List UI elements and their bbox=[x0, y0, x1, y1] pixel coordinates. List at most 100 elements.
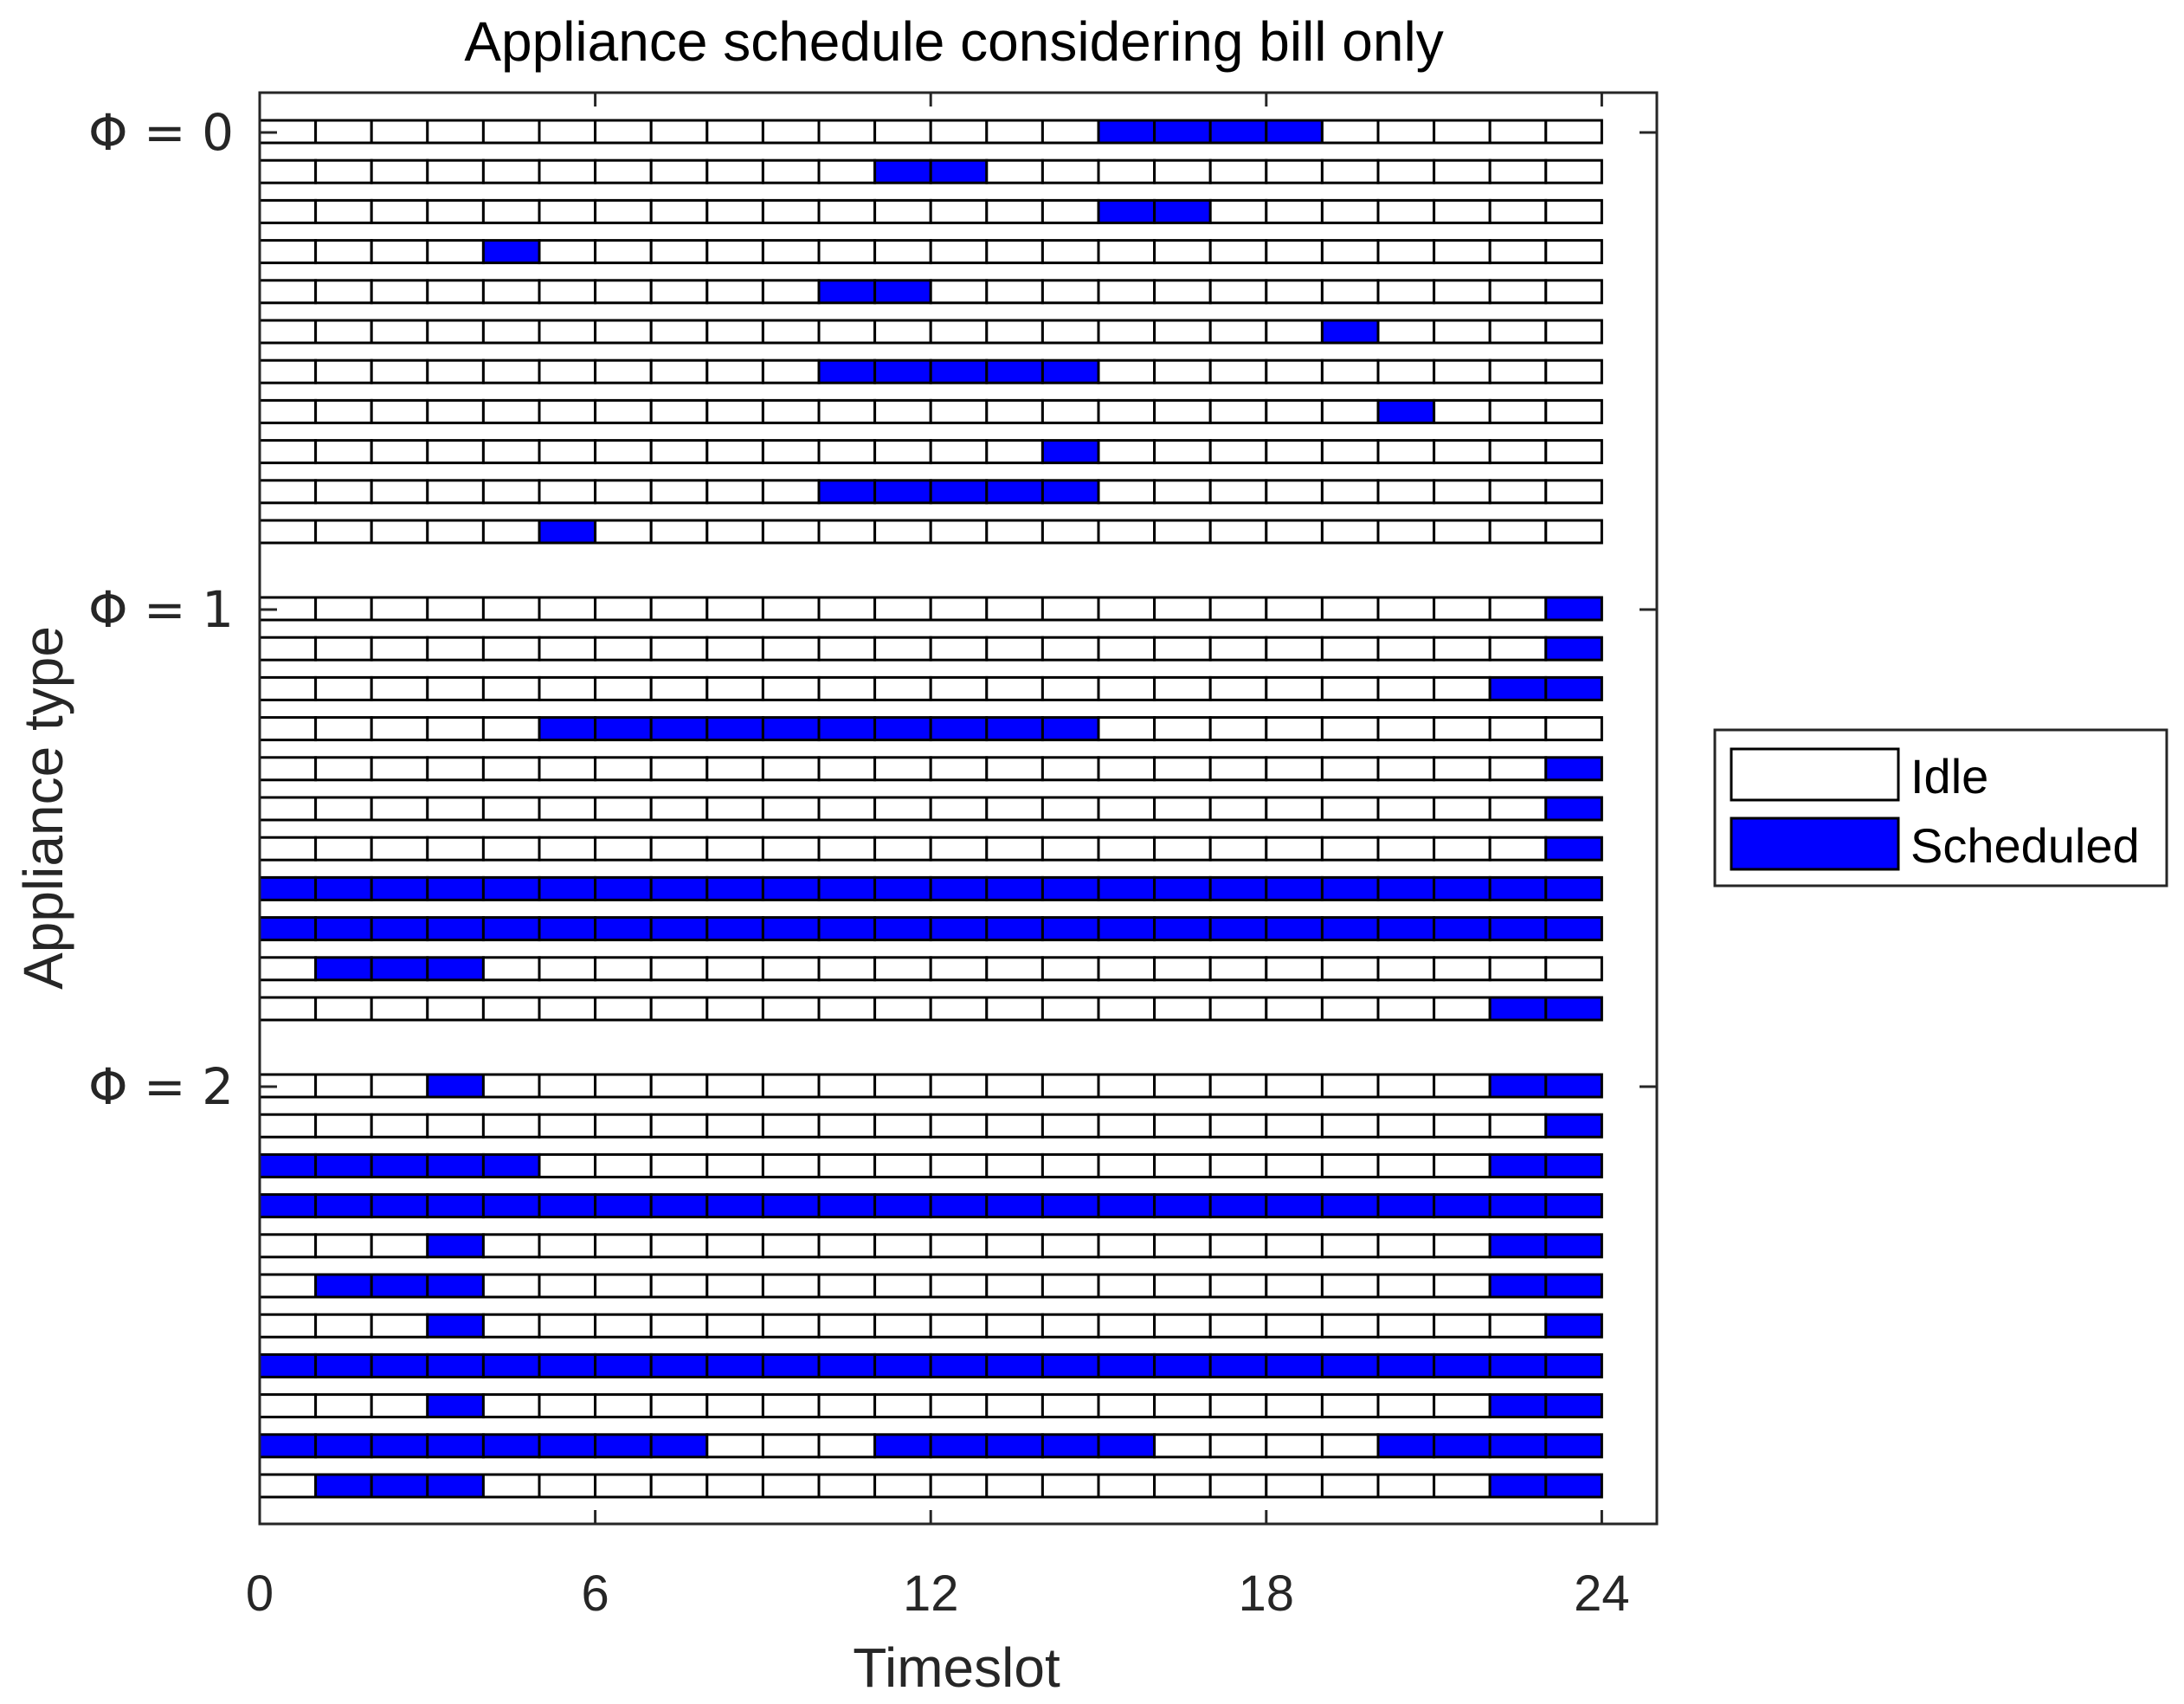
idle-cell bbox=[426, 479, 485, 505]
idle-cell bbox=[1265, 1113, 1324, 1139]
scheduled-cell bbox=[1433, 916, 1491, 942]
idle-cell bbox=[1488, 358, 1548, 384]
scheduled-cell bbox=[929, 875, 989, 901]
idle-cell bbox=[1433, 1313, 1491, 1339]
idle-cell bbox=[1488, 239, 1548, 265]
idle-cell bbox=[1433, 239, 1491, 265]
scheduled-cell bbox=[1488, 996, 1548, 1022]
scheduled-cell bbox=[1208, 119, 1268, 145]
idle-cell bbox=[1376, 956, 1436, 982]
idle-cell bbox=[1153, 1113, 1212, 1139]
idle-cell bbox=[481, 1113, 541, 1139]
scheduled-cell bbox=[1040, 1433, 1100, 1459]
idle-cell bbox=[817, 1313, 877, 1339]
idle-cell bbox=[1488, 198, 1548, 224]
idle-cell bbox=[649, 1113, 709, 1139]
scheduled-cell bbox=[1544, 796, 1603, 822]
idle-cell bbox=[426, 319, 485, 345]
idle-cell bbox=[594, 398, 653, 424]
idle-cell bbox=[985, 158, 1044, 184]
scheduled-cell bbox=[1320, 319, 1380, 345]
idle-cell bbox=[1153, 1073, 1212, 1099]
idle-cell bbox=[1153, 596, 1212, 622]
idle-cell bbox=[1153, 319, 1212, 345]
scheduled-cell bbox=[873, 358, 932, 384]
idle-cell bbox=[1376, 1273, 1436, 1299]
idle-cell bbox=[817, 1473, 877, 1499]
idle-cell bbox=[1433, 956, 1491, 982]
scheduled-cell bbox=[1040, 916, 1100, 942]
idle-cell bbox=[985, 756, 1044, 782]
idle-cell bbox=[258, 158, 318, 184]
idle-cell bbox=[1265, 479, 1324, 505]
idle-cell bbox=[370, 596, 429, 622]
idle-cell bbox=[1320, 996, 1380, 1022]
idle-cell bbox=[873, 1233, 932, 1259]
idle-cell bbox=[817, 398, 877, 424]
idle-cell bbox=[1153, 636, 1212, 662]
idle-cell bbox=[1265, 319, 1324, 345]
idle-cell bbox=[594, 636, 653, 662]
idle-cell bbox=[649, 239, 709, 265]
scheduled-cell bbox=[873, 875, 932, 901]
idle-cell bbox=[426, 439, 485, 465]
idle-cell bbox=[594, 1073, 653, 1099]
idle-cell bbox=[985, 996, 1044, 1022]
idle-cell bbox=[1208, 756, 1268, 782]
scheduled-cell bbox=[985, 875, 1044, 901]
idle-cell bbox=[705, 1473, 764, 1499]
idle-cell bbox=[1488, 279, 1548, 305]
idle-cell bbox=[1097, 239, 1156, 265]
idle-cell bbox=[705, 996, 764, 1022]
idle-cell bbox=[594, 479, 653, 505]
idle-cell bbox=[481, 158, 541, 184]
idle-cell bbox=[1320, 239, 1380, 265]
idle-cell bbox=[538, 358, 597, 384]
idle-cell bbox=[817, 756, 877, 782]
idle-cell bbox=[1320, 956, 1380, 982]
idle-cell bbox=[873, 319, 932, 345]
idle-cell bbox=[1040, 239, 1100, 265]
idle-cell bbox=[1208, 716, 1268, 742]
idle-cell bbox=[929, 636, 989, 662]
idle-cell bbox=[594, 239, 653, 265]
scheduled-cell bbox=[1488, 1193, 1548, 1219]
scheduled-cell bbox=[1433, 1352, 1491, 1378]
idle-cell bbox=[314, 319, 373, 345]
scheduled-cell bbox=[1040, 875, 1100, 901]
idle-cell bbox=[258, 836, 318, 862]
idle-cell bbox=[817, 675, 877, 701]
idle-cell bbox=[1040, 596, 1100, 622]
idle-cell bbox=[1488, 636, 1548, 662]
idle-cell bbox=[817, 596, 877, 622]
idle-cell bbox=[370, 1313, 429, 1339]
scheduled-cell bbox=[426, 956, 485, 982]
idle-cell bbox=[1488, 519, 1548, 545]
idle-cell bbox=[761, 1233, 821, 1259]
scheduled-cell bbox=[873, 716, 932, 742]
idle-cell bbox=[1376, 1313, 1436, 1339]
schedule-row bbox=[258, 519, 1603, 545]
scheduled-cell bbox=[649, 1433, 709, 1459]
idle-cell bbox=[817, 1433, 877, 1459]
idle-cell bbox=[1153, 1152, 1212, 1178]
idle-cell bbox=[370, 716, 429, 742]
idle-cell bbox=[817, 636, 877, 662]
idle-cell bbox=[1040, 119, 1100, 145]
idle-cell bbox=[370, 319, 429, 345]
idle-cell bbox=[1544, 956, 1603, 982]
idle-cell bbox=[1153, 1233, 1212, 1259]
idle-cell bbox=[1376, 1393, 1436, 1419]
scheduled-cell bbox=[817, 1193, 877, 1219]
idle-cell bbox=[1040, 636, 1100, 662]
scheduled-cell bbox=[873, 479, 932, 505]
scheduled-cell bbox=[258, 875, 318, 901]
idle-cell bbox=[1320, 796, 1380, 822]
idle-cell bbox=[873, 119, 932, 145]
idle-cell bbox=[985, 1473, 1044, 1499]
idle-cell bbox=[817, 1393, 877, 1419]
legend-label-idle: Idle bbox=[1910, 749, 1988, 804]
x-tick-label: 24 bbox=[1574, 1565, 1630, 1622]
idle-cell bbox=[594, 119, 653, 145]
